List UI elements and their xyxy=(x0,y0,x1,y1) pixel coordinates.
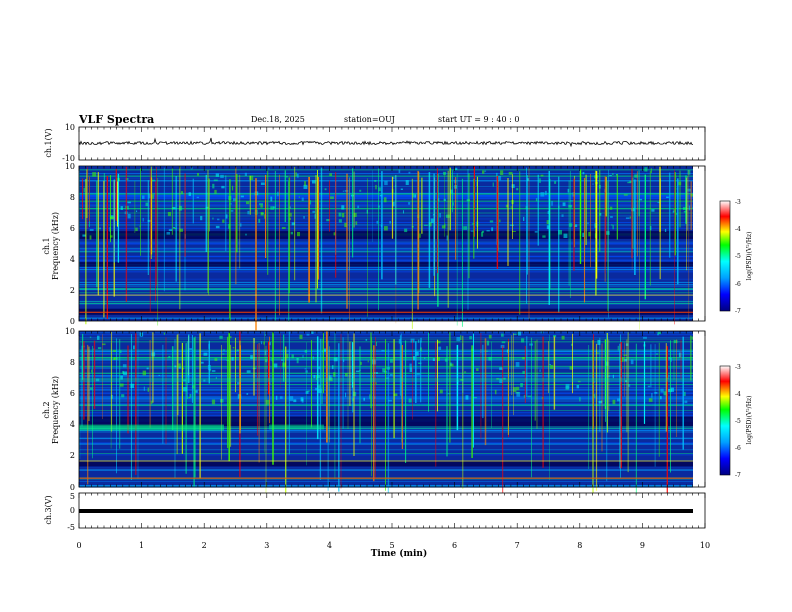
ch1-freq-tick-label: 10 xyxy=(65,162,75,171)
x-tick-label: 3 xyxy=(264,541,269,550)
ch1-colorbar-tick: -4 xyxy=(735,226,741,233)
ch2-colorbar-tick: -4 xyxy=(735,391,741,398)
ch2-colorbar-tick: -5 xyxy=(735,418,741,425)
ch1-colorbar-tick: -3 xyxy=(735,199,741,206)
ch1-waveform-ylabel: ch.1(V) xyxy=(44,128,53,157)
header-station: station=OUJ xyxy=(344,115,395,124)
ch1-colorbar-label: log(PSD)(V²/Hz) xyxy=(746,232,753,281)
ch3-waveform-ylabel: ch.3(V) xyxy=(44,495,53,524)
x-tick-label: 4 xyxy=(327,541,332,550)
header-start-time: start UT = 9 : 40 : 0 xyxy=(438,115,520,124)
ch1-spectrogram-panel: 10 8 6 4 2 0 ch.1 Frequency (kHz) xyxy=(42,162,706,331)
ch1-colorbar-tick: -7 xyxy=(735,308,741,315)
x-axis-tick-labels: 0 1 2 3 4 5 6 7 8 9 10 xyxy=(76,541,710,550)
axis-ticks xyxy=(78,127,706,528)
ch2-freq-tick-label: 6 xyxy=(70,389,75,398)
ch2-freq-tick-label: 0 xyxy=(70,483,75,492)
ch1-spectrogram-ylabel: Frequency (kHz) xyxy=(51,212,60,280)
ch2-spectrogram-channel-label: ch.2 xyxy=(42,401,51,418)
x-tick-label: 0 xyxy=(76,541,81,550)
ch1-waveform-trace xyxy=(78,137,694,148)
ch2-freq-tick-label: 2 xyxy=(70,451,75,460)
ch1-spectrogram-channel-label: ch.1 xyxy=(42,237,51,254)
ch2-colorbar-tick: -6 xyxy=(735,445,741,452)
ch2-colorbar-gradient xyxy=(719,365,731,476)
x-tick-label: 6 xyxy=(452,541,457,550)
x-tick-label: 9 xyxy=(640,541,645,550)
x-axis-label: Time (min) xyxy=(371,548,428,559)
ch3-ytick-label: 5 xyxy=(70,492,75,501)
figure-title: VLF Spectra xyxy=(79,113,155,126)
ch1-freq-tick-label: 2 xyxy=(70,286,75,295)
ch1-colorbar-tick: -6 xyxy=(735,281,741,288)
ch1-waveform-panel: 10 -10 ch.1(V) xyxy=(44,123,706,163)
ch2-freq-tick-label: 10 xyxy=(65,327,75,336)
x-tick-label: 8 xyxy=(577,541,582,550)
ch1-spectrogram-image xyxy=(79,166,705,331)
ch1-freq-tick-label: 4 xyxy=(70,255,75,264)
ch1-freq-tick-label: 8 xyxy=(70,193,75,202)
ch3-ytick-label: -5 xyxy=(67,523,75,532)
ch1-colorbar-tick: -5 xyxy=(735,253,741,260)
ch1-ytick-label: -10 xyxy=(62,154,75,163)
ch2-colorbar-tick: -7 xyxy=(735,472,741,479)
ch2-colorbar-tick: -3 xyxy=(735,364,741,371)
x-tick-label: 10 xyxy=(700,541,710,550)
ch1-freq-tick-label: 6 xyxy=(70,224,75,233)
x-tick-label: 7 xyxy=(515,541,520,550)
ch2-colorbar: -3 -4 -5 -6 -7 log(PSD)(V²/Hz) xyxy=(719,364,753,479)
ch1-colorbar: -3 -4 -5 -6 -7 log(PSD)(V²/Hz) xyxy=(719,199,753,315)
ch2-spectrogram-ylabel: Frequency (kHz) xyxy=(51,376,60,444)
ch1-colorbar-gradient xyxy=(719,200,731,312)
ch3-waveform-panel: 5 0 -5 ch.3(V) xyxy=(44,492,706,532)
ch2-freq-tick-label: 8 xyxy=(70,358,75,367)
header-date: Dec.18, 2025 xyxy=(251,115,305,124)
ch2-freq-tick-label: 4 xyxy=(70,420,75,429)
x-tick-label: 5 xyxy=(389,541,394,550)
ch2-spectrogram-panel: 10 8 6 4 2 0 ch.2 Frequency (kHz) xyxy=(42,327,706,502)
ch1-ytick-label: 10 xyxy=(65,123,75,132)
ch3-waveform-trace xyxy=(79,509,693,513)
x-tick-label: 1 xyxy=(139,541,144,550)
ch1-freq-tick-label: 0 xyxy=(70,317,75,326)
ch2-colorbar-label: log(PSD)(V²/Hz) xyxy=(746,396,753,445)
ch2-spectrogram-image xyxy=(79,331,705,502)
x-tick-label: 2 xyxy=(202,541,207,550)
ch3-ytick-label: 0 xyxy=(70,506,75,515)
